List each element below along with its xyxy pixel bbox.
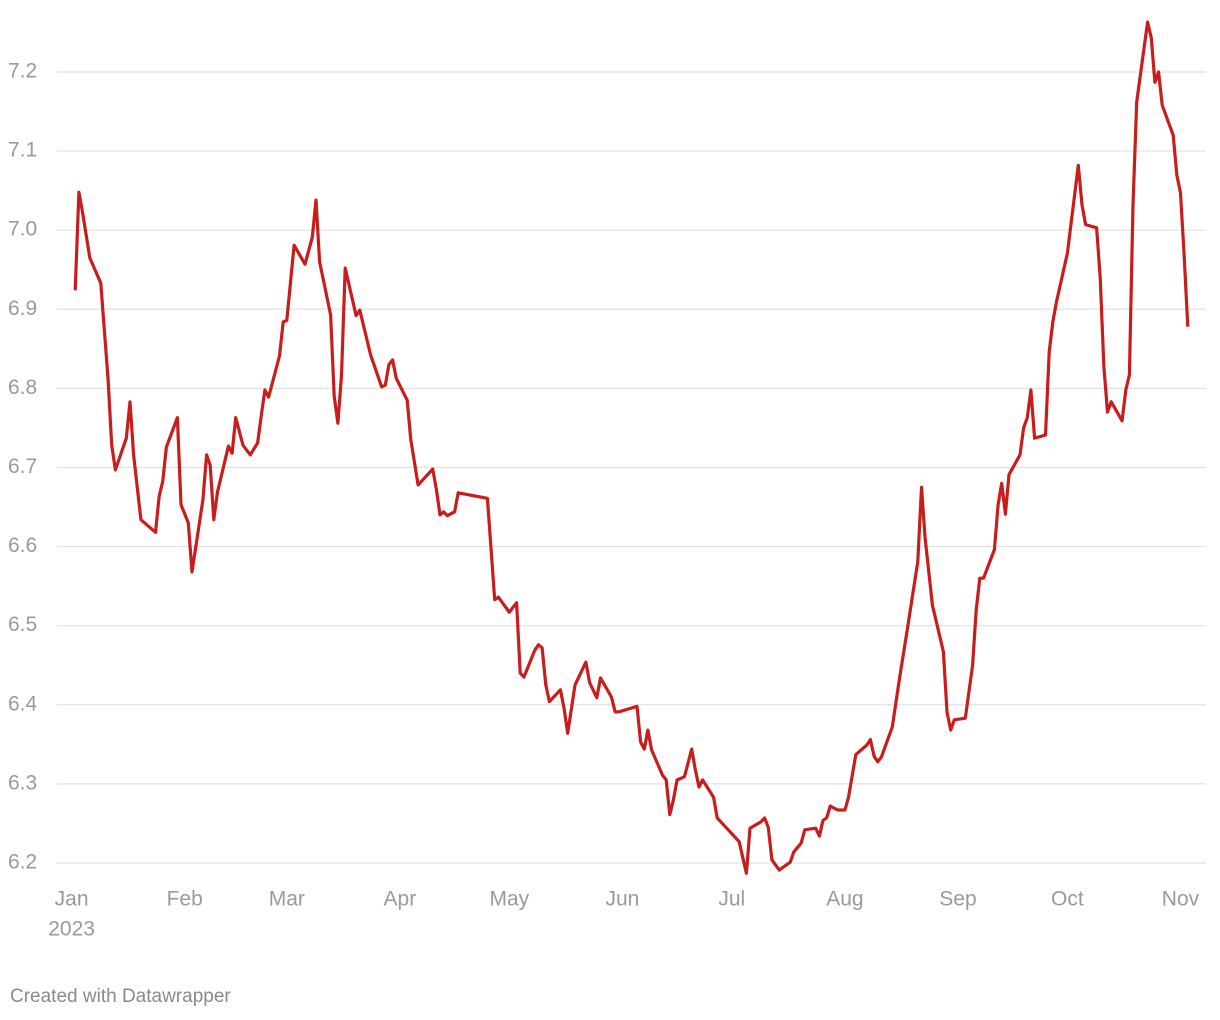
y-tick-label: 6.3	[8, 771, 37, 794]
y-tick-label: 6.6	[8, 534, 37, 557]
y-tick-label: 6.4	[8, 692, 38, 715]
y-tick-label: 6.5	[8, 613, 37, 636]
x-tick-label: May	[489, 888, 529, 911]
x-tick-label: Mar	[269, 888, 305, 911]
y-tick-label: 6.8	[8, 376, 37, 399]
x-tick-label: Sep	[939, 888, 976, 911]
y-tick-label: 6.9	[8, 297, 37, 320]
y-tick-label: 7.0	[8, 218, 37, 241]
x-tick-label: Jan	[55, 888, 89, 911]
line	[73, 20, 1190, 875]
x-tick-label: Nov	[1162, 888, 1200, 911]
y-tick-label: 7.1	[8, 139, 37, 162]
x-tick-label: Apr	[384, 888, 417, 911]
x-tick-label: Aug	[826, 888, 863, 911]
x-tick-year: 2023	[48, 918, 95, 941]
credit: Created with Datawrapper	[10, 986, 231, 1007]
x-tick-label: Jun	[605, 888, 639, 911]
y-tick-label: 7.2	[8, 60, 37, 83]
x-tick-label: Jul	[718, 888, 745, 911]
y-tick-label: 6.2	[8, 851, 37, 874]
x-tick-label: Feb	[167, 888, 203, 911]
x-tick-label: Oct	[1051, 888, 1084, 911]
y-tick-label: 6.7	[8, 455, 37, 478]
